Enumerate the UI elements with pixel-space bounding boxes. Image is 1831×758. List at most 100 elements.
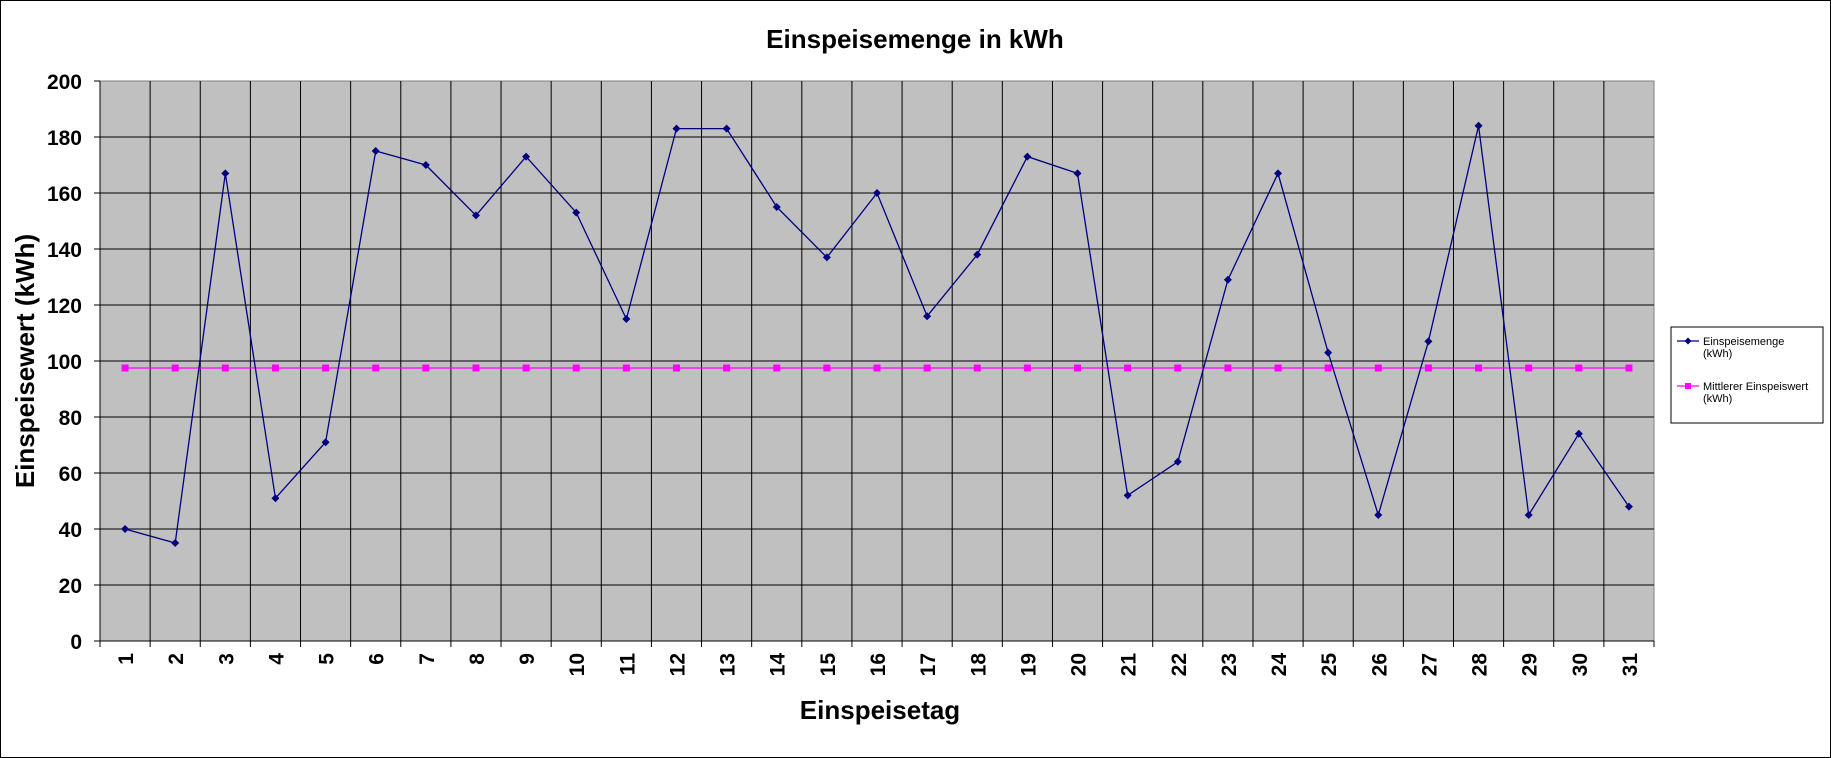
data-point-square [823,364,831,372]
data-point-square [1625,364,1633,372]
data-point-square [1274,364,1282,372]
data-point-square [773,364,781,372]
x-tick-label: 11 [616,653,639,676]
data-point-diamond [1324,348,1333,357]
x-tick-label: 13 [717,653,740,676]
data-point-diamond [1173,457,1182,466]
y-tick-label: 80 [59,407,82,430]
legend-label: Mittlerer Einspeiswert [1703,381,1808,393]
data-point-square [472,364,480,372]
data-point-diamond [722,124,731,133]
x-tick-label: 3 [215,653,238,665]
data-point-square [1074,364,1082,372]
y-tick-label: 160 [47,183,82,206]
x-tick-label: 22 [1168,653,1191,676]
x-axis-title: Einspeisetag [800,695,960,725]
x-tick-label: 31 [1619,653,1642,677]
legend-label: (kWh) [1703,348,1732,360]
series [121,364,1633,372]
x-tick-label: 15 [817,653,840,677]
gridlines [99,81,1654,642]
data-point-diamond [1073,169,1082,178]
data-point-diamond [121,525,130,533]
data-point-square [672,364,680,372]
y-tick-label: 20 [59,575,82,598]
y-tick-label: 100 [47,351,82,374]
x-tick-label: 7 [416,653,439,665]
y-tick-label: 60 [59,463,82,486]
x-tick-label: 6 [366,653,389,665]
data-point-square [973,364,981,372]
data-point-square [121,364,129,372]
x-tick-label: 28 [1469,653,1492,677]
data-point-diamond [923,312,932,321]
data-point-square [923,364,931,372]
data-point-square [322,364,330,372]
x-tick-label: 30 [1569,653,1592,676]
x-tick-label: 29 [1519,653,1542,676]
x-tick-label: 12 [666,653,689,676]
data-point-square [271,364,279,372]
y-tick-label: 200 [47,71,82,94]
x-tick-label: 1 [115,653,138,665]
series [121,121,1633,547]
data-point-square [1224,364,1232,372]
data-point-diamond [1474,121,1483,130]
data-point-square [522,364,530,372]
data-point-diamond [1374,511,1383,519]
data-point-diamond [1123,491,1132,500]
x-tick-label: 14 [767,653,790,677]
data-point-diamond [1274,169,1283,178]
legend-entry: Einspeisemenge(kWh) [1677,336,1784,360]
data-point-diamond [772,203,781,211]
data-point-square [1174,364,1182,372]
data-point-square [372,364,380,372]
data-point-diamond [421,161,430,169]
legend: Einspeisemenge(kWh)Mittlerer Einspeiswer… [1670,326,1824,424]
x-tick-label: 20 [1068,653,1091,676]
data-point-diamond [822,253,831,262]
data-point-diamond [221,169,230,178]
x-tick-label: 25 [1318,653,1341,677]
x-tick-label: 9 [516,653,539,665]
chart-title: Einspeisemenge in kWh [766,24,1064,54]
data-point-diamond [1223,275,1232,284]
data-point-diamond [873,189,881,197]
legend-label: (kWh) [1703,393,1732,405]
x-axis-tick-labels: 1 2 3 4 5 6 7 8 9 10 11 12 13 14 15 16 17 18 19 20 21 22 23 24 2… [99,641,1655,677]
x-tick-label: 2 [165,653,188,665]
data-point-diamond [1524,511,1533,519]
data-point-diamond [1023,152,1032,161]
x-tick-label: 21 [1118,653,1141,677]
x-tick-label: 17 [917,653,940,676]
y-axis-title: Einspeisewert (kWh) [10,234,40,488]
data-point-square [1424,364,1432,372]
y-axis-tick-labels: 0 20 40 60 80 100 120 140 160 180 200 [47,71,100,654]
data-point-diamond [672,124,681,133]
x-tick-label: 10 [566,653,589,676]
x-tick-label: 16 [867,653,890,676]
x-tick-label: 23 [1218,653,1241,676]
data-point-diamond [572,208,581,217]
data-point-diamond [1424,337,1433,346]
series-layer [121,121,1633,547]
legend-label: Einspeisemenge [1703,336,1784,348]
data-point-diamond [1574,429,1583,438]
data-point-square [1324,364,1332,372]
data-point-diamond [973,250,982,259]
data-point-diamond [522,152,531,161]
legend-entries: Einspeisemenge(kWh)Mittlerer Einspeiswer… [1677,336,1808,405]
legend-marker-diamond [1684,337,1692,345]
data-point-diamond [371,147,380,155]
data-point-diamond [321,438,330,447]
data-point-diamond [622,315,631,323]
data-point-diamond [171,539,180,547]
data-point-diamond [1624,502,1633,511]
x-tick-label: 26 [1368,653,1391,676]
y-tick-label: 40 [59,519,82,542]
data-point-square [723,364,731,372]
data-point-square [1575,364,1583,372]
legend-box [1670,326,1824,424]
y-tick-label: 0 [70,631,82,654]
x-tick-label: 27 [1418,653,1441,676]
